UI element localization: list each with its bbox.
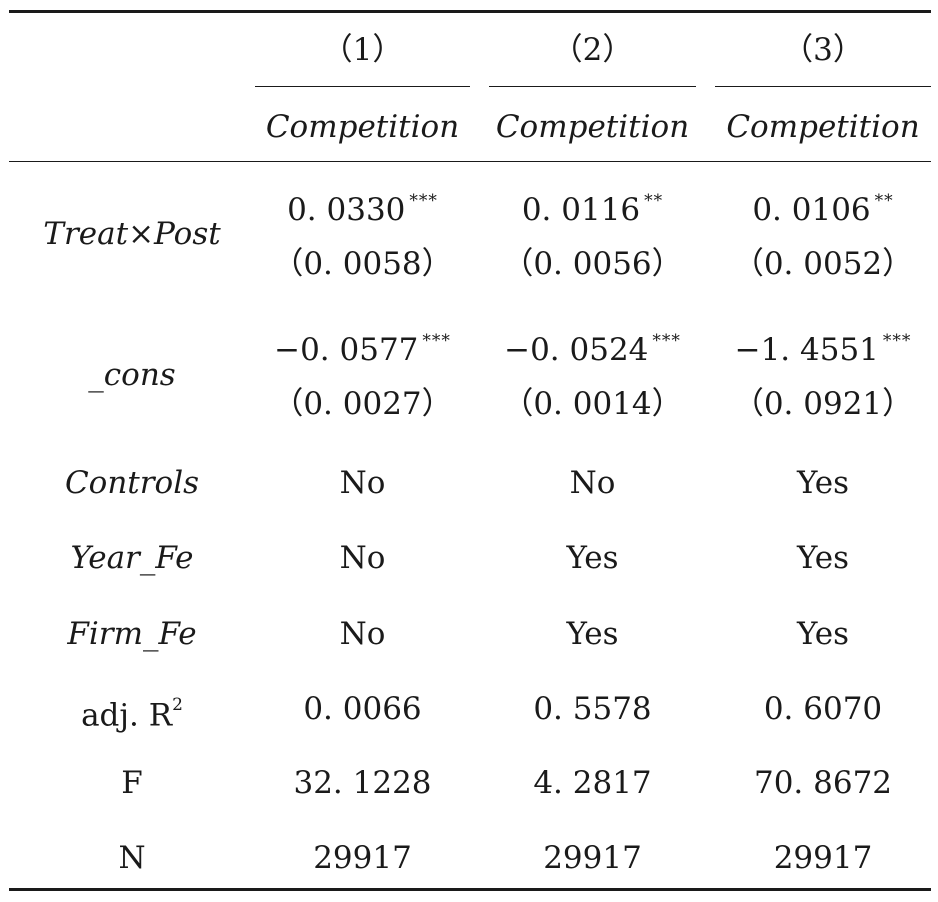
f-value-3: 70. 8672 xyxy=(753,765,893,801)
firm-fe-value-2: Yes xyxy=(566,616,619,652)
coef-treat-post-2: 0. 0116 ** xyxy=(521,191,664,228)
coef-cons-2: −0. 0524 *** xyxy=(504,331,681,368)
n-value-2: 29917 xyxy=(543,840,642,876)
col3-underline xyxy=(715,86,931,87)
year-fe-value-1: No xyxy=(339,540,386,576)
row-label-treat-post: Treat×Post xyxy=(43,216,221,252)
controls-value-3: Yes xyxy=(796,465,850,501)
col-number-3: （3） xyxy=(782,32,864,68)
f-value-1: 32. 1228 xyxy=(293,765,432,801)
row-label-adj-r2: adj. R2 xyxy=(81,695,183,734)
top-rule xyxy=(9,10,931,13)
se-cons-2: （0. 0014） xyxy=(502,386,683,422)
row-label-firm-fe: Firm_Fe xyxy=(67,616,197,652)
n-value-3: 29917 xyxy=(773,840,873,876)
coef-cons-1: −0. 0577 *** xyxy=(274,331,451,368)
col-number-2: （2） xyxy=(551,32,634,68)
dep-var-3: Competition xyxy=(726,109,920,145)
col1-underline xyxy=(255,86,470,87)
coef-treat-post-1: 0. 0330 *** xyxy=(287,191,438,228)
f-value-2: 4. 2817 xyxy=(533,765,652,801)
coef-cons-3: −1. 4551 *** xyxy=(734,331,912,368)
se-treat-post-2: （0. 0056） xyxy=(502,246,683,282)
firm-fe-value-3: Yes xyxy=(796,616,850,652)
adj-r2-value-1: 0. 0066 xyxy=(303,691,422,727)
dep-var-1: Competition xyxy=(265,109,460,145)
se-treat-post-1: （0. 0058） xyxy=(272,246,453,282)
year-fe-value-2: Yes xyxy=(566,540,619,576)
se-cons-1: （0. 0027） xyxy=(272,386,453,422)
n-value-1: 29917 xyxy=(313,840,412,876)
controls-value-2: No xyxy=(569,465,616,501)
row-label-cons: _cons xyxy=(88,357,176,393)
row-label-year-fe: Year_Fe xyxy=(70,540,194,576)
col-number-1: （1） xyxy=(321,32,404,68)
controls-value-1: No xyxy=(339,465,386,501)
se-treat-post-3: （0. 0052） xyxy=(732,246,914,282)
col2-underline xyxy=(489,86,696,87)
year-fe-value-3: Yes xyxy=(796,540,850,576)
firm-fe-value-1: No xyxy=(339,616,386,652)
row-label-f: F xyxy=(121,765,143,801)
coef-treat-post-3: 0. 0106 ** xyxy=(752,191,894,228)
adj-r2-value-3: 0. 6070 xyxy=(763,691,883,727)
dep-var-2: Competition xyxy=(495,109,690,145)
adj-r2-value-2: 0. 5578 xyxy=(533,691,652,727)
se-cons-3: （0. 0921） xyxy=(732,386,914,422)
mid-rule xyxy=(9,161,931,162)
bottom-rule xyxy=(9,888,931,891)
row-label-controls: Controls xyxy=(64,465,200,501)
row-label-n: N xyxy=(118,840,146,876)
